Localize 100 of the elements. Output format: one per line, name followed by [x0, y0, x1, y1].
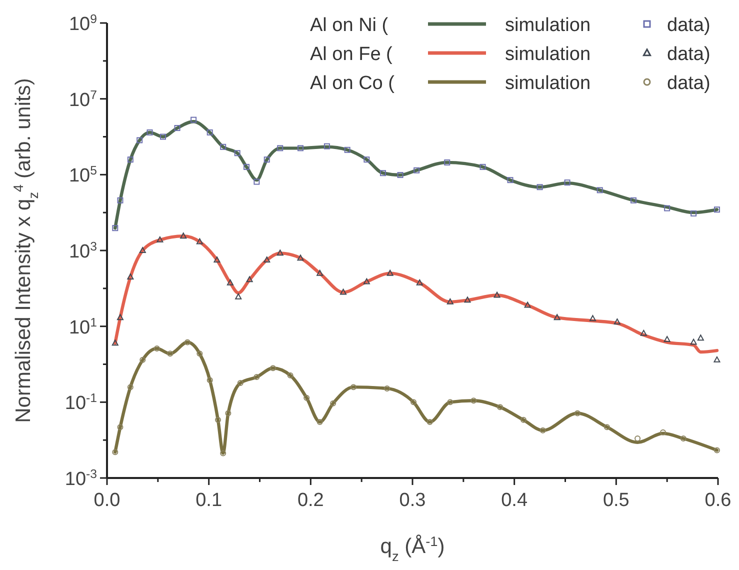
point [215, 416, 221, 423]
point [225, 410, 232, 416]
legend-label: data) [667, 44, 710, 65]
point [410, 399, 417, 406]
point [660, 429, 666, 436]
point [190, 116, 197, 123]
point [226, 279, 234, 286]
point [444, 159, 450, 166]
point [244, 164, 250, 170]
point [447, 399, 454, 406]
point [596, 187, 603, 194]
annotation: Al on Fe ( [310, 44, 394, 65]
point [497, 404, 504, 410]
point [384, 385, 390, 392]
point [127, 384, 134, 390]
point [364, 156, 370, 163]
x-tick-label: 0.5 [602, 490, 630, 511]
x-tick-label: 0.4 [501, 490, 528, 511]
point [634, 436, 641, 442]
point [416, 279, 423, 286]
point [340, 288, 347, 295]
x-axis-title: q$_{z}$ (Å$^{-1}$) [380, 534, 445, 564]
point [140, 356, 146, 363]
point [640, 330, 647, 336]
point [464, 296, 471, 303]
point [324, 143, 330, 150]
point [664, 205, 670, 212]
point [246, 276, 253, 282]
point [470, 398, 477, 404]
point [350, 384, 356, 390]
point [127, 156, 134, 163]
point [127, 274, 134, 280]
point [214, 256, 220, 263]
point [520, 416, 526, 423]
point [220, 144, 226, 150]
point [254, 374, 260, 380]
point [112, 449, 118, 456]
y-tick-label: 10$^{7}$ [68, 88, 98, 111]
point [237, 380, 244, 386]
point [277, 145, 284, 152]
point [386, 270, 394, 276]
point [196, 238, 203, 244]
annotation: Al on Co ( [310, 73, 396, 94]
line-series [114, 340, 719, 455]
point [254, 178, 260, 185]
point [206, 377, 213, 384]
point [234, 150, 240, 156]
point [304, 394, 310, 401]
legend-label: data) [667, 15, 710, 36]
point [494, 292, 500, 298]
point [714, 356, 720, 362]
point [112, 340, 118, 346]
point [589, 315, 596, 322]
legend-label: simulation [505, 44, 591, 65]
point [196, 350, 203, 357]
point [363, 278, 370, 284]
point [220, 450, 226, 456]
point [507, 177, 514, 184]
point [554, 314, 560, 320]
legend-label: simulation [505, 15, 591, 36]
point [316, 418, 323, 425]
point [184, 339, 190, 346]
point [397, 172, 404, 178]
x-tick-label: 0.6 [704, 490, 732, 511]
point [180, 232, 187, 239]
point [139, 247, 146, 253]
point [206, 129, 213, 136]
point [714, 206, 720, 213]
point [564, 180, 570, 186]
point [536, 184, 543, 190]
point [297, 145, 304, 152]
y-tick-label: 10$^{5}$ [68, 164, 98, 187]
point [426, 418, 433, 425]
point [297, 254, 304, 261]
y-tick-label: 10$^{-3}$ [64, 467, 98, 490]
point [697, 334, 704, 341]
y-tick-label: 10$^{9}$ [68, 12, 98, 35]
point [680, 436, 686, 442]
point [116, 314, 124, 320]
point [480, 164, 486, 170]
point [160, 134, 166, 140]
x-tick-label: 0.3 [399, 490, 426, 511]
point [574, 410, 580, 416]
point [235, 293, 242, 300]
point [604, 424, 610, 430]
point [414, 167, 420, 174]
annotation: Al on Ni ( [310, 15, 389, 36]
point [344, 146, 350, 153]
point [167, 350, 174, 357]
point [117, 424, 124, 430]
point [330, 400, 336, 406]
point [630, 197, 636, 204]
x-tick-label: 0.1 [196, 490, 222, 511]
point [136, 137, 143, 144]
point [174, 125, 180, 132]
point [154, 346, 160, 352]
point [446, 298, 454, 304]
point [276, 250, 284, 256]
point [264, 256, 270, 263]
point [146, 129, 153, 136]
